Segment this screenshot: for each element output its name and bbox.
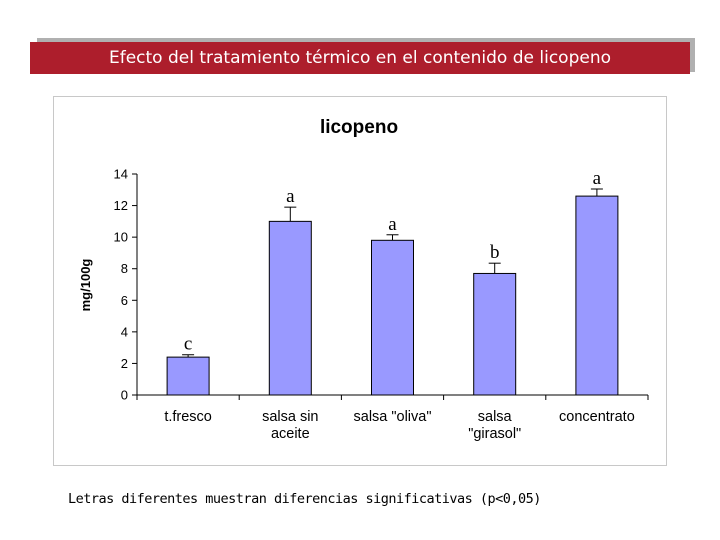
y-tick-label: 0 <box>121 388 128 403</box>
y-tick-label: 6 <box>121 293 128 308</box>
significance-letter: a <box>388 214 397 235</box>
x-tick-label: t.fresco <box>164 409 212 425</box>
significance-letter: c <box>184 334 192 355</box>
y-tick-label: 12 <box>114 198 128 213</box>
bar <box>575 195 619 396</box>
x-tick-label: salsa <box>478 409 513 425</box>
y-tick-label: 14 <box>114 167 128 182</box>
bar <box>473 272 517 396</box>
bar <box>268 220 312 396</box>
x-tick-label: "girasol" <box>468 426 521 442</box>
y-tick-label: 8 <box>121 261 128 276</box>
bar <box>166 356 210 396</box>
x-tick-label: salsa "oliva" <box>354 409 432 425</box>
significance-letter: a <box>593 168 602 189</box>
chart-title: licopeno <box>320 117 398 138</box>
y-tick-label: 10 <box>114 230 128 245</box>
significance-letter: b <box>490 242 500 263</box>
chart-panel <box>53 96 667 466</box>
y-axis-label: mg/100g <box>78 259 93 312</box>
significance-letter: a <box>286 186 295 207</box>
slide-title: Efecto del tratamiento térmico en el con… <box>30 42 690 74</box>
x-tick-label: salsa sin <box>262 409 318 425</box>
bar <box>371 239 414 396</box>
x-tick-label: concentrato <box>559 409 635 425</box>
x-tick-label: aceite <box>271 426 310 442</box>
y-tick-label: 4 <box>121 324 128 339</box>
footnote: Letras diferentes muestran diferencias s… <box>68 491 541 507</box>
y-tick-label: 2 <box>121 356 128 371</box>
